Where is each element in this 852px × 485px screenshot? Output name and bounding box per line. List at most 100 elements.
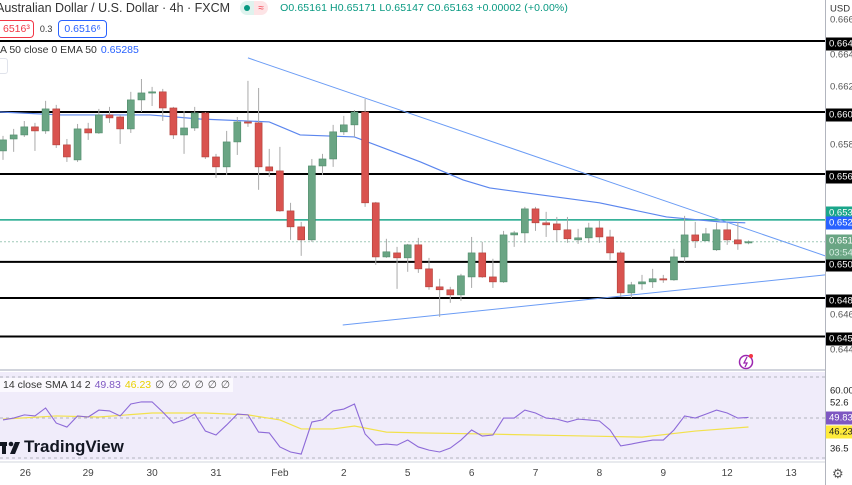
candle-body: [254, 122, 263, 168]
candle-body: [63, 144, 71, 158]
rsi-value-tag: 49.83: [826, 411, 852, 425]
candle-body: [212, 156, 220, 168]
candle-body: [116, 116, 124, 130]
tradingview-logo-icon: [0, 441, 20, 454]
candle-body: [127, 99, 135, 130]
collapse-legend-button[interactable]: [0, 58, 8, 74]
candle-body: [584, 227, 593, 239]
candle-body: [680, 234, 689, 258]
candle-body: [489, 276, 497, 283]
candle-body: [425, 268, 433, 288]
tradingview-logo[interactable]: TradingView: [0, 437, 124, 457]
candle-body: [9, 134, 18, 140]
candle-body: [670, 256, 678, 281]
candle-body: [265, 166, 274, 172]
candle-body: [638, 281, 646, 285]
candle-body: [148, 91, 156, 94]
candle-body: [414, 244, 423, 270]
candle-body: [52, 108, 61, 146]
empty-value: ∅: [220, 379, 231, 391]
candle-body: [73, 128, 82, 161]
candle-body: [297, 226, 306, 241]
price-tick-label: 0.644: [830, 344, 852, 356]
candle-body: [41, 108, 50, 132]
rsi-line: [2, 401, 749, 455]
candle-body: [339, 124, 348, 133]
candle-body: [308, 165, 316, 241]
candle-body: [276, 170, 284, 212]
rsi-legend-label: 14 close SMA 14 2: [3, 379, 91, 391]
time-tick-label: 5: [404, 468, 411, 479]
candle-body: [467, 252, 476, 278]
trendline: [342, 274, 826, 326]
time-tick-label: 9: [660, 468, 667, 479]
candle-body: [233, 121, 242, 143]
candle-body: [137, 92, 146, 101]
delayed-data-icon: ≈: [254, 1, 269, 15]
bar-countdown-tag: 03:54: [826, 246, 852, 260]
candle-body: [648, 278, 657, 283]
ema-legend-value: 0.65285: [100, 44, 139, 56]
ema-legend[interactable]: A 50 close 0 EMA 50 0.65285: [0, 44, 139, 56]
rsi-sma-value: 46.23: [124, 379, 152, 391]
empty-value: ∅: [194, 379, 204, 391]
price-tick-label: 0.658: [830, 139, 852, 151]
ema50-line: [0, 111, 746, 224]
candle-body: [542, 222, 550, 226]
candle-body: [595, 227, 604, 238]
candle-body: [531, 208, 540, 224]
empty-value: ∅: [181, 379, 191, 391]
candle-body: [446, 289, 455, 296]
candle-body: [201, 112, 210, 158]
time-tick-label: 7: [532, 468, 539, 479]
settings-gear-icon[interactable]: ⚙: [832, 466, 844, 481]
market-open-dot-icon: [240, 1, 255, 15]
price-axis[interactable]: USD 0.666 0.664 0.662 0.658 0.646 0.644 0.664 0…: [825, 0, 852, 485]
candle-body: [734, 239, 742, 245]
time-tick-label: 31: [210, 468, 222, 479]
rsi-value: 49.83: [94, 379, 121, 391]
candle-body: [616, 252, 625, 294]
candle-body: [84, 128, 92, 134]
alert-lightning-icon[interactable]: [738, 354, 754, 370]
candle-body: [552, 223, 561, 231]
symbol-title[interactable]: Australian Dollar / U.S. Dollar · 4h · F…: [0, 1, 231, 15]
rsi-legend[interactable]: 14 close SMA 14 2 49.83 46.23 ∅ ∅ ∅ ∅ ∅ ∅: [0, 378, 234, 392]
market-status-badge[interactable]: ≈: [240, 1, 269, 15]
candle-body: [286, 210, 295, 228]
ohlc-values: O0.65161 H0.65171 L0.65147 C0.65163 +0.0…: [280, 2, 568, 14]
sell-button[interactable]: 6516³: [0, 20, 34, 38]
symbol-header: Australian Dollar / U.S. Dollar · 4h · F…: [0, 0, 568, 16]
candle-body: [20, 126, 29, 136]
candle-body: [435, 286, 444, 291]
ema-legend-label: A 50 close 0 EMA 50: [0, 44, 97, 56]
candle-body: [329, 131, 337, 160]
candle-body: [574, 237, 582, 241]
rsi-sma-line: [2, 412, 749, 438]
time-tick-label: 12: [721, 468, 733, 479]
candle-body: [382, 251, 391, 258]
rsi-sma-tag: 46.23: [826, 425, 852, 439]
spread-value: 0.3: [39, 24, 53, 34]
empty-value: ∅: [207, 379, 217, 391]
candle-body: [180, 127, 188, 136]
candle-body: [499, 234, 508, 283]
rsi-tick-label: 52.6: [830, 397, 849, 409]
level-price-tag: 0.664: [826, 37, 852, 51]
candle-body: [318, 158, 327, 167]
time-tick-label: 8: [596, 468, 603, 479]
buy-button[interactable]: 0.6516⁶: [58, 20, 107, 38]
price-tick-label: 0.662: [830, 81, 852, 93]
candle-body: [0, 139, 7, 152]
time-tick-label: 2: [341, 468, 347, 479]
candle-body: [563, 229, 572, 240]
price-tick-label: 0.666: [830, 14, 852, 26]
currency-label[interactable]: USD: [830, 3, 851, 15]
time-tick-label: 13: [785, 468, 797, 479]
level-price-tag: 0.648: [826, 294, 852, 308]
candle-body: [712, 229, 721, 251]
time-tick-label: 6: [468, 468, 475, 479]
ema-price-tag: 0.652: [826, 216, 852, 230]
candle-body: [691, 234, 700, 242]
